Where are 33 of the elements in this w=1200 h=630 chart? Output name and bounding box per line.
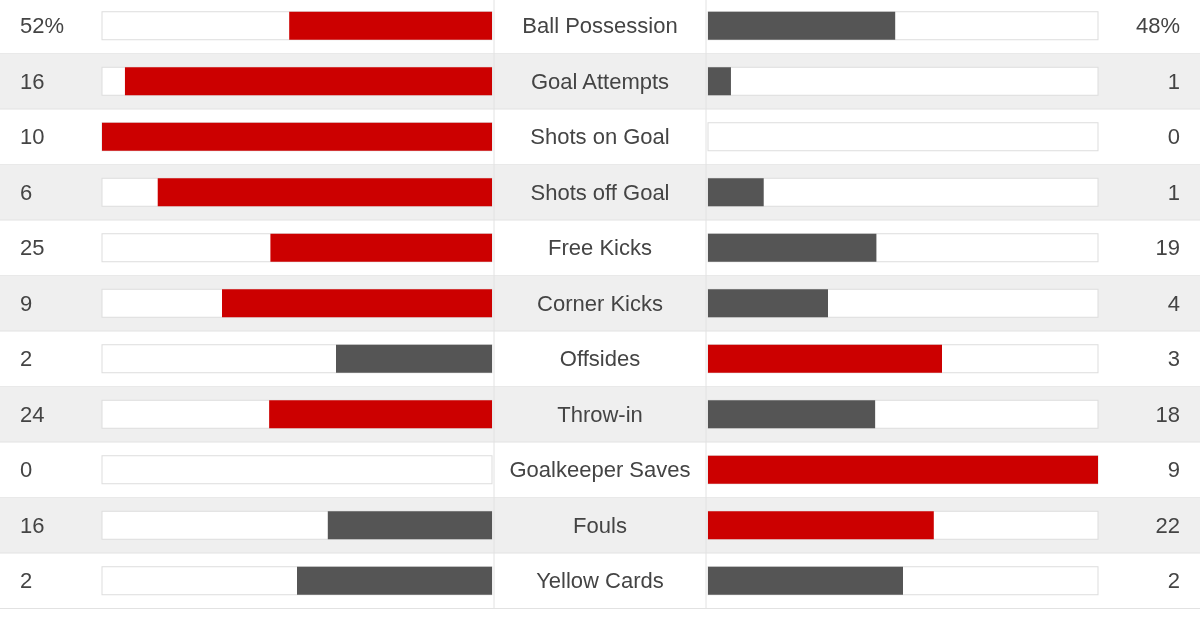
data-label: 19 <box>1155 235 1180 261</box>
data-label: 10 <box>20 124 45 150</box>
data-label: 16 <box>20 68 45 94</box>
data-label: 48% <box>1135 13 1180 39</box>
data-label: 16 <box>20 512 45 538</box>
data-label: 9 <box>1167 457 1180 483</box>
category-label: Corner Kicks <box>537 290 663 316</box>
data-label: 1 <box>1167 179 1180 205</box>
data-label: 52% <box>20 13 65 39</box>
data-label: 0 <box>1167 124 1180 150</box>
category-label: Shots off Goal <box>530 179 670 205</box>
data-label: 25 <box>20 235 45 261</box>
category-label: Fouls <box>573 512 627 538</box>
data-label: 9 <box>20 290 33 316</box>
category-label: Yellow Cards <box>536 568 664 594</box>
category-label: Offsides <box>559 346 641 372</box>
data-label: 6 <box>20 179 33 205</box>
data-label: 2 <box>1167 568 1180 594</box>
data-label: 1 <box>1167 68 1180 94</box>
category-label: Ball Possession <box>522 13 678 39</box>
category-label: Free Kicks <box>548 235 652 261</box>
category-label: Shots on Goal <box>530 124 670 150</box>
data-label: 18 <box>1155 401 1180 427</box>
data-label: 22 <box>1155 512 1180 538</box>
category-label: Goalkeeper Saves <box>509 457 691 483</box>
data-label: 2 <box>20 346 33 372</box>
category-label: Throw-in <box>557 401 643 427</box>
data-label: 0 <box>20 457 33 483</box>
category-label: Goal Attempts <box>530 68 670 94</box>
data-label: 4 <box>1167 290 1180 316</box>
data-label: 2 <box>20 568 33 594</box>
data-label: 24 <box>20 401 45 427</box>
data-label: 3 <box>1167 346 1180 372</box>
